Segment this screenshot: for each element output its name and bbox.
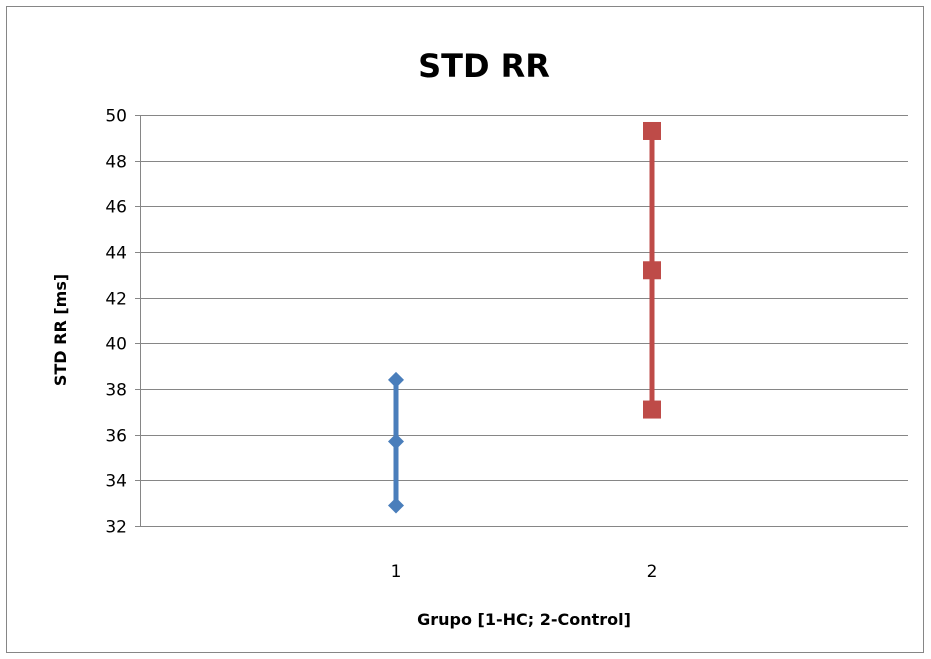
x-tick-label: 1 [391, 562, 402, 582]
data-point-square [643, 400, 661, 419]
data-point-diamond [388, 371, 404, 388]
y-axis-title: STD RR [ms] [51, 274, 70, 386]
data-point-square [643, 121, 661, 140]
y-tick-label: 50 [105, 107, 127, 127]
gridlines [140, 115, 908, 481]
y-tick-label: 34 [105, 472, 127, 492]
y-tick-label: 42 [105, 290, 127, 310]
y-tick-label: 38 [105, 381, 127, 401]
x-axis-title: Grupo [1-HC; 2-Control] [417, 610, 631, 629]
y-tick-label: 32 [105, 518, 127, 538]
y-tick-label: 44 [105, 244, 127, 264]
data-point-square [643, 261, 661, 280]
data-point-diamond [388, 433, 404, 450]
series [388, 121, 661, 514]
chart-border [6, 6, 924, 653]
axes [135, 115, 908, 527]
y-tick-label: 48 [105, 153, 127, 173]
chart-title: STD RR [418, 47, 550, 85]
y-tick-label: 36 [105, 427, 127, 447]
y-tick-label: 40 [105, 335, 127, 355]
data-point-diamond [388, 497, 404, 514]
x-tick-label: 2 [647, 562, 658, 582]
series-2 [643, 121, 661, 419]
series-1 [388, 371, 404, 514]
y-tick-label: 46 [105, 198, 127, 218]
y-tick-labels: 32 34 36 38 40 42 44 46 48 50 [105, 107, 127, 538]
